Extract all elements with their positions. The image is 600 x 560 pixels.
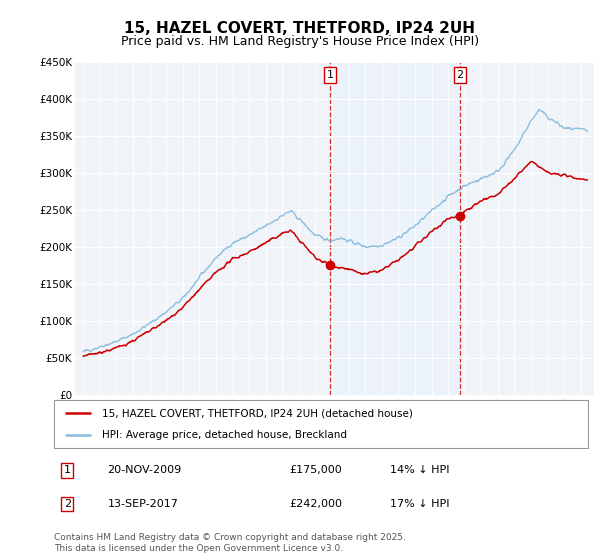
Text: HPI: Average price, detached house, Breckland: HPI: Average price, detached house, Brec…	[102, 430, 347, 440]
Text: Price paid vs. HM Land Registry's House Price Index (HPI): Price paid vs. HM Land Registry's House …	[121, 35, 479, 48]
Text: 1: 1	[64, 465, 71, 475]
Text: 13-SEP-2017: 13-SEP-2017	[107, 499, 178, 509]
Text: 15, HAZEL COVERT, THETFORD, IP24 2UH: 15, HAZEL COVERT, THETFORD, IP24 2UH	[125, 21, 476, 36]
Text: 15, HAZEL COVERT, THETFORD, IP24 2UH (detached house): 15, HAZEL COVERT, THETFORD, IP24 2UH (de…	[102, 408, 413, 418]
Text: 20-NOV-2009: 20-NOV-2009	[107, 465, 182, 475]
Text: 14% ↓ HPI: 14% ↓ HPI	[391, 465, 450, 475]
Text: £175,000: £175,000	[289, 465, 342, 475]
FancyBboxPatch shape	[54, 400, 588, 448]
Text: 1: 1	[326, 70, 334, 80]
Bar	[330, 62, 460, 395]
Text: 17% ↓ HPI: 17% ↓ HPI	[391, 499, 450, 509]
Text: £242,000: £242,000	[289, 499, 342, 509]
Text: 2: 2	[64, 499, 71, 509]
Text: Contains HM Land Registry data © Crown copyright and database right 2025.
This d: Contains HM Land Registry data © Crown c…	[54, 533, 406, 553]
Text: 2: 2	[456, 70, 463, 80]
